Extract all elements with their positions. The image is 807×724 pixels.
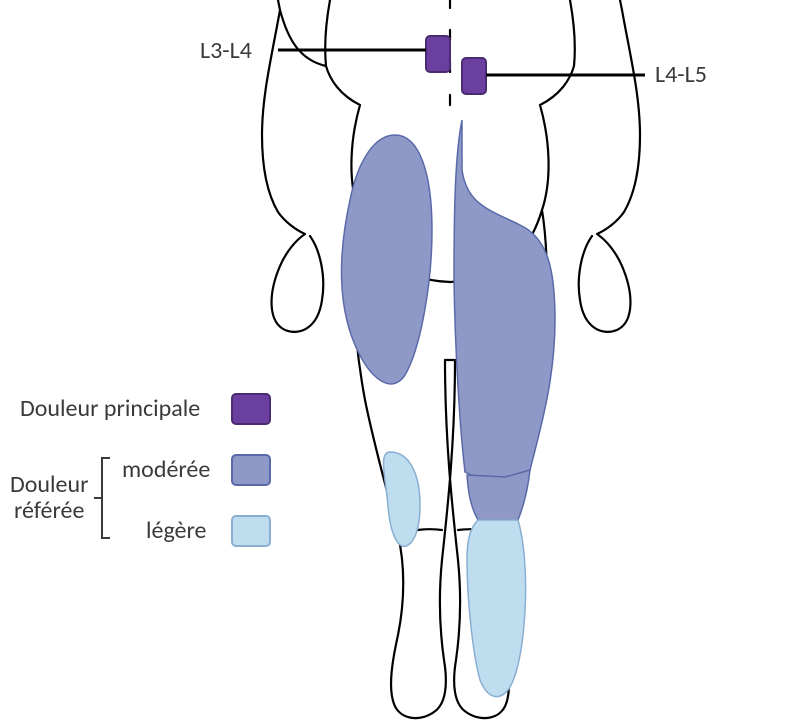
label-l4l5: L4-L5 <box>655 60 707 89</box>
legend-label-light: légère <box>146 516 206 545</box>
zone-right-thigh-moderate <box>454 120 555 480</box>
legend-label-moderate: modérée <box>122 455 210 484</box>
legend-swatch-light <box>232 516 270 546</box>
marker-l4l5 <box>462 58 486 94</box>
legend-bracket <box>94 458 110 538</box>
label-l3l4: L3-L4 <box>200 36 252 65</box>
zone-left-calf-light <box>384 452 420 546</box>
marker-l3l4 <box>426 36 450 72</box>
zone-right-calf-moderate <box>467 470 530 520</box>
zone-left-buttock-moderate <box>342 135 432 384</box>
legend-swatch-principal <box>232 394 270 424</box>
legend-swatch-moderate <box>232 455 270 485</box>
legend-label-principal: Douleur principale <box>20 394 200 423</box>
legend-group-label-1: Douleur <box>10 470 88 499</box>
legend-group-label-2: référée <box>14 496 84 525</box>
body-outline <box>262 0 640 718</box>
zone-right-calf-light <box>467 520 526 697</box>
anatomy-diagram <box>0 0 807 724</box>
